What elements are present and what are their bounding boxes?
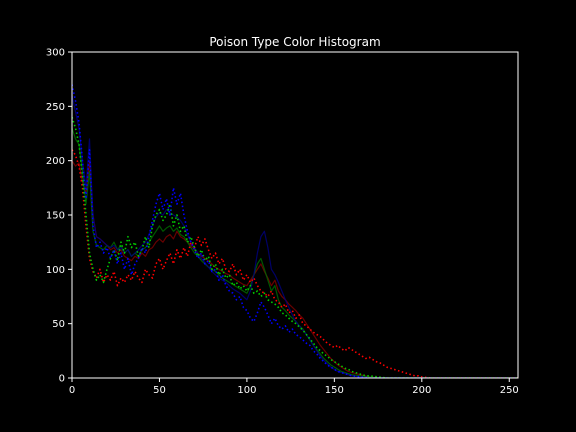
y-tick-label: 150 [46, 211, 65, 222]
x-tick-label: 0 [69, 385, 75, 396]
y-tick-label: 100 [46, 265, 65, 276]
y-tick-label: 300 [46, 48, 65, 59]
y-tick-label: 0 [59, 374, 65, 385]
x-tick-label: 50 [153, 385, 166, 396]
chart-title: Poison Type Color Histogram [209, 35, 380, 49]
x-tick-label: 200 [412, 385, 431, 396]
x-tick-label: 250 [500, 385, 519, 396]
y-tick-label: 200 [46, 156, 65, 167]
y-tick-label: 50 [52, 319, 65, 330]
x-tick-label: 100 [237, 385, 256, 396]
y-tick-label: 250 [46, 102, 65, 113]
x-tick-label: 150 [325, 385, 344, 396]
